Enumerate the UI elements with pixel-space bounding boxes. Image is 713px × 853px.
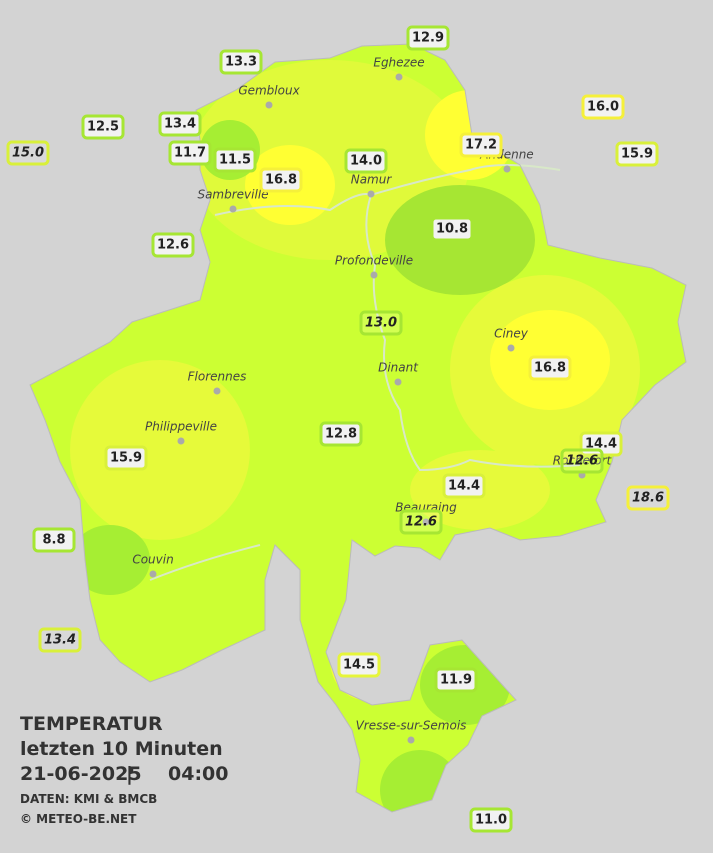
station-value: 14.4 [585, 437, 617, 452]
station-value: 10.8 [436, 222, 468, 237]
station-box [359, 310, 403, 336]
station-value: 14.5 [343, 658, 375, 673]
city-dot [213, 387, 221, 395]
station-value: 14.4 [448, 479, 480, 494]
city-dot [503, 165, 511, 173]
station-value: 16.8 [265, 173, 297, 188]
city-dot [394, 378, 402, 386]
station-value: 13.3 [225, 55, 257, 70]
city-label: Profondeville [335, 254, 413, 268]
station-value: 16.8 [534, 361, 566, 376]
station-value: 12.6 [566, 454, 598, 469]
station-value: 12.6 [157, 238, 189, 253]
station-value: 18.6 [632, 491, 664, 506]
station-box [81, 114, 125, 140]
station-value: 12.5 [87, 120, 119, 135]
station-box [32, 527, 76, 553]
station-value: 12.6 [405, 515, 437, 530]
city-label: Dinant [378, 361, 419, 375]
city-label: Florennes [188, 370, 247, 384]
city-label: Philippeville [145, 420, 217, 434]
station-box [337, 652, 381, 678]
station-box [459, 132, 503, 158]
city-label: Couvin [132, 553, 173, 567]
city-dot [367, 190, 375, 198]
station-value: 14.0 [350, 154, 382, 169]
station-value: 11.7 [174, 146, 206, 161]
city-label: Eghezee [373, 56, 424, 70]
station-value: 16.0 [587, 100, 619, 115]
station-value: 13.0 [365, 316, 397, 331]
city-dot [395, 73, 403, 81]
city-dot [370, 271, 378, 279]
station-box [168, 140, 212, 166]
station-box [213, 147, 257, 173]
station-value: 11.9 [440, 673, 472, 688]
station-box [615, 141, 659, 167]
station-value: 8.8 [42, 533, 65, 548]
station-value: 13.4 [44, 633, 76, 648]
station-box [399, 509, 443, 535]
station-box [528, 355, 572, 381]
station-box [442, 473, 486, 499]
station-box [38, 627, 82, 653]
station-box [581, 94, 625, 120]
city-label: Gembloux [238, 84, 300, 98]
time: 04:00 [168, 763, 228, 785]
station-box [406, 25, 450, 51]
station-box [434, 667, 478, 693]
station-value: 15.9 [621, 147, 653, 162]
station-value: 13.4 [164, 117, 196, 132]
station-box [104, 445, 148, 471]
subtitle: letzten 10 Minuten [20, 738, 223, 760]
copyright: © METEO-BE.NET [20, 812, 137, 826]
station-box [469, 807, 513, 833]
station-value: 17.2 [465, 138, 497, 153]
station-box [430, 216, 474, 242]
city-dot [422, 518, 430, 526]
separator: | [126, 763, 133, 785]
station-box [219, 49, 263, 75]
station-box [6, 140, 50, 166]
station-box [259, 167, 303, 193]
source: DATEN: KMI & BMCB [20, 792, 157, 806]
title: TEMPERATUR [20, 713, 163, 735]
city-label: Ciney [494, 327, 529, 341]
station-value: 12.8 [325, 427, 357, 442]
station-box [319, 421, 363, 447]
station-value: 11.0 [475, 813, 507, 828]
zone [70, 360, 250, 540]
city-dot [149, 570, 157, 578]
station-box [151, 232, 195, 258]
city-dot [407, 736, 415, 744]
station-box [158, 111, 202, 137]
station-box [626, 485, 670, 511]
station-value: 15.9 [110, 451, 142, 466]
stations: 12.9 13.3 16.0 12.5 13.4 15.0 15.9 11.7 11.5 17.2… [6, 25, 670, 833]
city-label: Namur [351, 173, 393, 187]
city-label: Sambreville [197, 188, 268, 202]
city-dot [229, 205, 237, 213]
station-box [344, 148, 388, 174]
date: 21-06-2025 [20, 763, 142, 785]
city-dot [265, 101, 273, 109]
city-label: Vresse-sur-Semois [356, 719, 467, 733]
city-dot [177, 437, 185, 445]
city-dot [507, 344, 515, 352]
station-box [560, 448, 604, 474]
cities: EghezeeGemblouxAndenneNamurSambrevillePr… [132, 56, 613, 744]
station-value: 12.9 [412, 31, 444, 46]
zone [70, 525, 150, 595]
station-value: 11.5 [219, 153, 251, 168]
station-value: 15.0 [12, 146, 44, 161]
city-label: Rochefort [553, 454, 613, 468]
